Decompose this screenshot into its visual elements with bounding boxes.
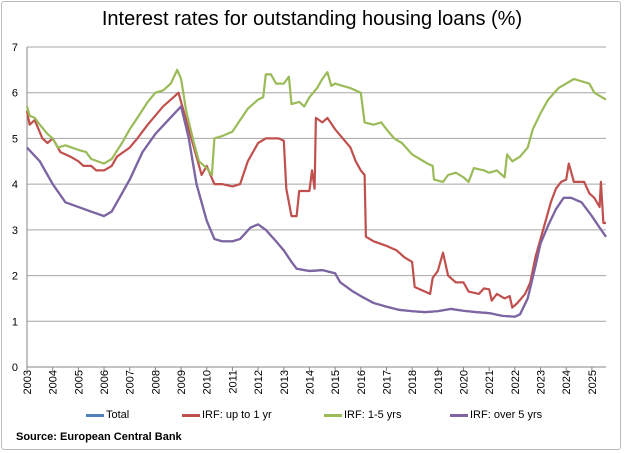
x-tick-label: 2008	[150, 370, 162, 394]
x-tick-label: 2025	[587, 370, 599, 394]
x-tick-label: 2024	[561, 370, 573, 394]
x-tick-label: 2014	[304, 370, 316, 394]
y-tick-label: 2	[12, 271, 18, 283]
x-tick-label: 2007	[125, 370, 137, 394]
legend-item: Total	[86, 409, 129, 421]
legend-label: IRF: 1-5 yrs	[344, 409, 402, 421]
x-tick-label: 2009	[176, 370, 188, 394]
y-tick-label: 6	[12, 88, 18, 100]
y-tick-label: 4	[12, 179, 18, 191]
y-tick-label: 1	[12, 316, 18, 328]
legend-label: IRF: over 5 yrs	[470, 409, 543, 421]
y-tick-label: 5	[12, 133, 18, 145]
legend-swatch	[182, 413, 200, 417]
x-tick-label: 2021	[484, 370, 496, 394]
x-tick-label: 2006	[99, 370, 111, 394]
x-tick-label: 2018	[407, 370, 419, 394]
legend-label: Total	[106, 409, 130, 421]
y-tick-label: 0	[12, 362, 18, 374]
x-tick-label: 2003	[22, 370, 34, 394]
legend-swatch	[324, 413, 342, 417]
x-tick-label: 2019	[433, 370, 445, 394]
x-tick-label: 2012	[253, 370, 265, 394]
x-tick-label: 2005	[73, 370, 85, 394]
legend-label: IRF: up to 1 yr	[202, 409, 272, 421]
chart-title: Interest rates for outstanding housing l…	[101, 8, 523, 30]
x-tick-label: 2017	[381, 370, 393, 394]
y-tick-label: 3	[12, 225, 18, 237]
x-tick-label: 2015	[330, 370, 342, 394]
y-tick-label: 7	[12, 42, 18, 54]
x-tick-label: 2013	[279, 370, 291, 394]
source-note: Source: European Central Bank	[16, 431, 182, 443]
legend-item: IRF: over 5 yrs	[450, 409, 542, 421]
x-tick-label: 2023	[536, 370, 548, 394]
legend-swatch	[86, 413, 104, 417]
x-tick-label: 2011	[227, 370, 239, 394]
x-tick-label: 2020	[458, 370, 470, 394]
legend-item: IRF: 1-5 yrs	[324, 409, 401, 421]
x-tick-label: 2004	[48, 370, 60, 394]
legend-swatch	[450, 413, 468, 417]
x-tick-label: 2010	[202, 370, 214, 394]
series-line-irf-up-to-1-yr	[25, 91, 606, 309]
legend-item: IRF: up to 1 yr	[182, 409, 272, 421]
series-line-irf-1-5-yrs	[25, 68, 607, 183]
x-tick-label: 2016	[356, 370, 368, 394]
series-line-irf-over-5-yrs	[26, 105, 607, 318]
x-tick-label: 2022	[510, 370, 522, 394]
